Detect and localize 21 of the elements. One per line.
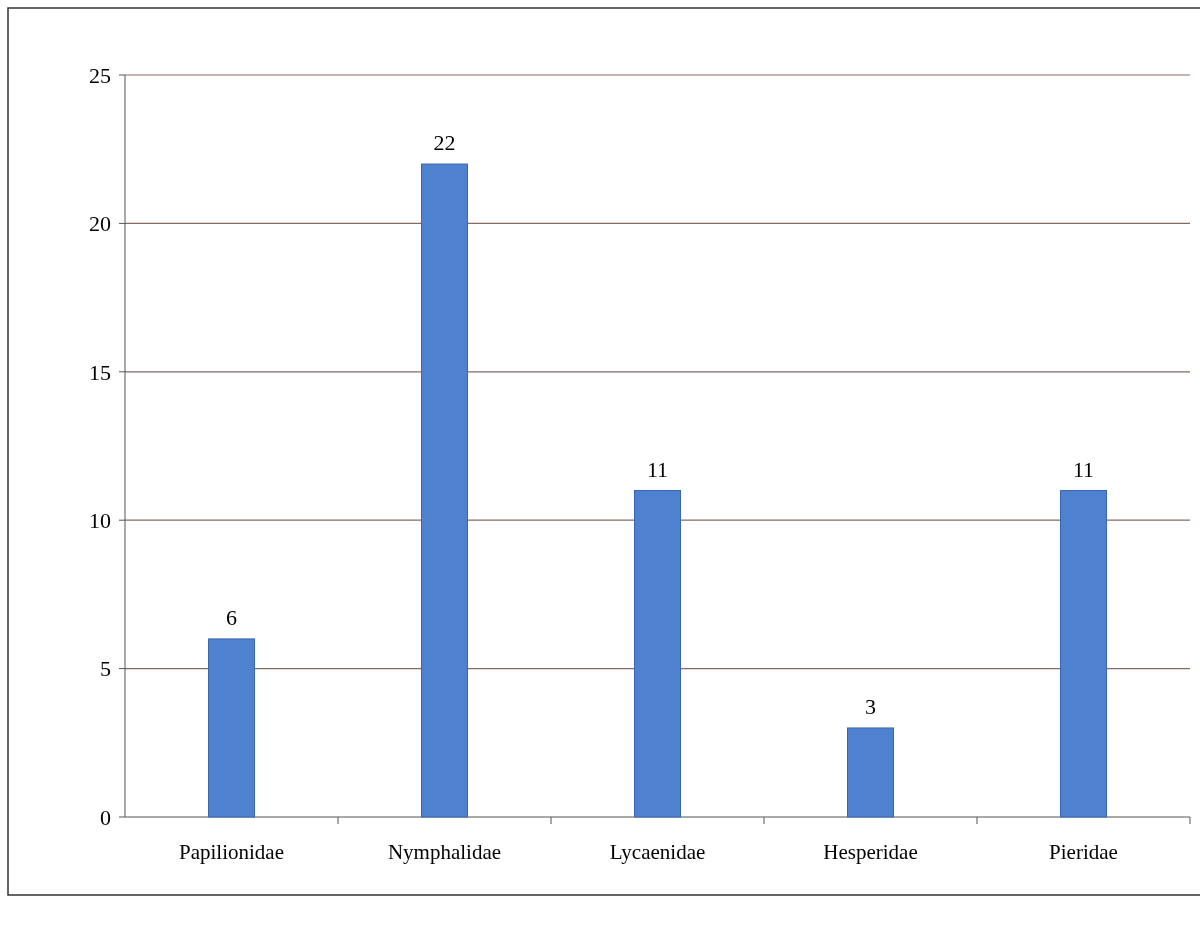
bar — [208, 638, 255, 818]
x-tick-label: Pieridae — [1049, 840, 1118, 864]
data-label: 11 — [646, 456, 669, 482]
y-tick-label: 10 — [89, 507, 111, 533]
y-tick-label: 25 — [89, 62, 111, 88]
x-tick-label: Papilionidae — [179, 840, 284, 864]
bar — [421, 163, 468, 818]
bar — [847, 727, 894, 818]
bar — [1060, 490, 1107, 818]
x-tick-label: Lycaenidae — [609, 840, 706, 864]
y-tick-label: 20 — [89, 211, 111, 237]
x-tick-label: Hesperidae — [823, 840, 918, 864]
y-tick-label: 15 — [89, 359, 111, 385]
data-label: 11 — [1072, 456, 1095, 482]
data-label: 22 — [433, 130, 456, 156]
data-label: 6 — [226, 604, 237, 630]
bar — [634, 490, 681, 818]
x-tick-label: Nymphalidae — [387, 840, 502, 864]
y-tick-label: 0 — [100, 804, 111, 830]
y-tick-label: 5 — [100, 656, 111, 682]
data-label: 3 — [865, 693, 876, 719]
